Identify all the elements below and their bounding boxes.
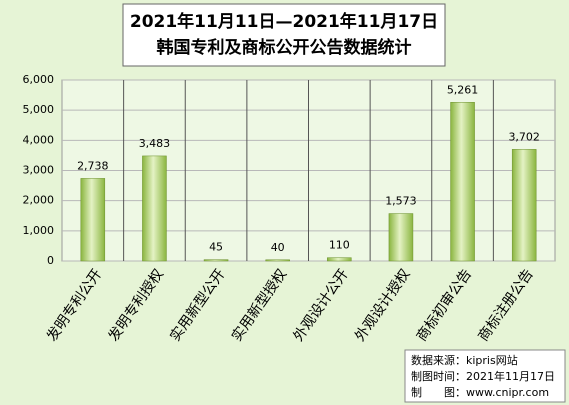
value-label: 5,261	[447, 83, 479, 96]
bar	[142, 155, 167, 262]
chart-title: 韩国专利及商标公开公告数据统计	[157, 37, 412, 58]
value-label: 2,738	[77, 159, 109, 172]
bar	[388, 213, 414, 262]
source-note: 制图时间：2021年11月17日	[411, 369, 555, 383]
bar	[203, 259, 229, 262]
value-label: 3,483	[139, 137, 171, 150]
y-tick-label: 4,000	[23, 133, 55, 146]
y-tick-label: 6,000	[23, 73, 55, 86]
value-label: 40	[271, 241, 285, 254]
y-tick-label: 0	[47, 254, 54, 267]
y-tick-label: 3,000	[23, 164, 55, 177]
bar	[265, 259, 290, 262]
bar	[511, 149, 537, 262]
value-label: 110	[329, 239, 350, 252]
y-tick-label: 1,000	[23, 224, 55, 237]
bar	[80, 178, 106, 262]
y-tick-label: 2,000	[23, 194, 55, 207]
bar	[327, 257, 352, 262]
y-tick-label: 5,000	[23, 103, 55, 116]
bar	[450, 102, 475, 262]
value-label: 45	[209, 241, 223, 254]
source-note: 数据来源：kipris网站	[411, 353, 518, 367]
source-box	[404, 349, 566, 403]
chart-title: 2021年11月11日—2021年11月17日	[130, 11, 438, 32]
value-label: 1,573	[385, 195, 417, 208]
title-box	[122, 3, 446, 67]
value-label: 3,702	[508, 130, 540, 143]
source-note: 制 图：www.cnipr.com	[411, 386, 549, 399]
